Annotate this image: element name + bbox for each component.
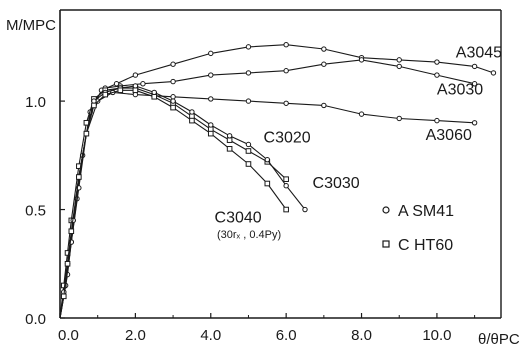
data-point	[321, 102, 327, 109]
data-point	[283, 182, 289, 189]
y-tick-label: 0.0	[25, 311, 46, 328]
data-point	[283, 42, 289, 48]
data-point	[189, 109, 195, 115]
data-point	[208, 50, 214, 57]
data-point	[396, 63, 402, 70]
x-tick-label: 4.0	[200, 327, 221, 344]
data-point	[170, 78, 176, 85]
data-point	[64, 250, 71, 256]
curve-label-A3045: A3045	[456, 45, 502, 62]
data-point	[226, 137, 233, 143]
data-point	[102, 91, 109, 98]
curve-note: (30rₓ , 0.4Py)	[217, 229, 281, 241]
series-A3030	[59, 57, 478, 319]
curve-label-C3040: C3040	[215, 210, 262, 227]
series-layer	[59, 42, 497, 319]
y-tick-label: 0.5	[25, 203, 46, 220]
data-point	[132, 72, 139, 78]
data-point	[245, 98, 252, 104]
curve-label-A3030: A3030	[437, 82, 483, 99]
data-point	[471, 63, 478, 70]
data-point	[358, 57, 365, 63]
data-point	[471, 120, 478, 126]
curve-labels: A3045 A3030 A3060 C3020 C3030 C3040	[215, 45, 503, 227]
data-point	[358, 111, 365, 117]
data-point	[434, 117, 440, 124]
data-point	[471, 81, 478, 87]
data-point	[170, 61, 176, 67]
legend-entry-c: C HT60	[398, 237, 453, 254]
axis-ticks	[59, 100, 476, 319]
curve-label-A3060: A3060	[426, 127, 472, 144]
data-point	[68, 228, 75, 235]
y-tick-label: 1.0	[25, 94, 46, 111]
series-C3040	[59, 87, 289, 319]
series-line	[59, 85, 306, 319]
data-point	[283, 68, 289, 74]
data-point	[226, 133, 233, 139]
tick-labels: 0.0 2.0 4.0 6.0 8.0 10.0 0.0 0.5 1.0	[25, 94, 451, 344]
x-tick-label: 10.0	[422, 327, 451, 344]
series-line	[59, 89, 287, 319]
legend: A SM41 C HT60	[382, 203, 454, 254]
data-point	[140, 81, 146, 87]
x-axis-label: θ/θPC	[478, 331, 520, 348]
curve-label-C3030: C3030	[313, 175, 360, 192]
data-point	[396, 57, 402, 63]
data-point	[490, 70, 497, 76]
data-point	[283, 206, 289, 213]
data-point	[117, 87, 124, 94]
legend-entry-a: A SM41	[398, 203, 454, 220]
data-point	[207, 130, 214, 137]
data-point	[64, 260, 71, 267]
data-point	[264, 180, 271, 187]
data-point	[302, 206, 308, 213]
data-point	[434, 59, 440, 65]
data-point	[245, 44, 252, 50]
data-point	[170, 104, 176, 111]
data-point	[189, 117, 195, 124]
data-point	[91, 102, 97, 109]
data-point	[245, 141, 252, 148]
data-point	[170, 94, 176, 100]
data-point	[132, 87, 139, 94]
legend-marker-square	[382, 240, 390, 248]
data-point	[170, 98, 176, 104]
data-point	[245, 148, 252, 154]
series-C3030	[59, 83, 308, 319]
series-C3020	[59, 85, 289, 319]
data-point	[321, 46, 327, 52]
series-line	[59, 59, 475, 319]
x-tick-label: 8.0	[351, 327, 372, 344]
curve-label-C3020: C3020	[264, 129, 311, 146]
data-point	[151, 93, 158, 100]
y-axis-label: M/MPC	[6, 17, 56, 34]
data-point	[283, 100, 289, 106]
data-point	[208, 96, 214, 102]
data-point	[208, 122, 214, 128]
data-point	[434, 72, 440, 78]
data-point	[226, 146, 233, 152]
legend-marker-circle	[382, 206, 390, 214]
x-tick-label: 0.0	[58, 327, 79, 344]
x-tick-label: 6.0	[276, 327, 297, 344]
data-point	[245, 161, 252, 167]
series-line	[59, 87, 287, 319]
series-A3045	[59, 42, 497, 319]
data-point	[83, 130, 90, 137]
data-point	[264, 156, 271, 163]
data-point	[245, 70, 252, 76]
data-point	[208, 72, 214, 78]
data-point	[396, 115, 402, 122]
data-point	[76, 174, 82, 180]
data-point	[60, 293, 67, 300]
plot-frame	[59, 9, 502, 319]
x-tick-label: 2.0	[125, 327, 146, 344]
data-point	[60, 282, 67, 289]
data-point	[283, 176, 289, 182]
data-point	[321, 61, 327, 67]
